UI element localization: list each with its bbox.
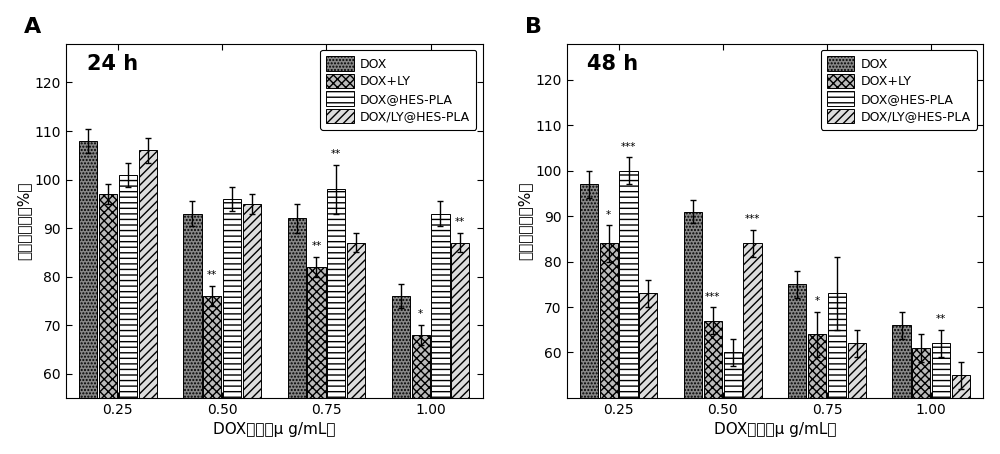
Bar [119, 175, 137, 454]
Bar [912, 348, 930, 454]
Bar [431, 213, 450, 454]
Text: 24 h: 24 h [87, 54, 138, 74]
Bar [412, 335, 430, 454]
Bar [327, 189, 345, 454]
Bar [892, 325, 911, 454]
Bar [392, 296, 410, 454]
Bar [307, 267, 326, 454]
Bar [724, 352, 742, 454]
Y-axis label: 细胞存活率（%）: 细胞存活率（%） [517, 182, 532, 260]
Y-axis label: 细胞存活率（%）: 细胞存活率（%） [17, 182, 32, 260]
Legend: DOX, DOX+LY, DOX@HES-PLA, DOX/LY@HES-PLA: DOX, DOX+LY, DOX@HES-PLA, DOX/LY@HES-PLA [320, 50, 476, 129]
Text: ***: *** [621, 142, 636, 152]
Bar [183, 213, 202, 454]
Bar [684, 212, 702, 454]
X-axis label: DOX浓度（μ g/mL）: DOX浓度（μ g/mL） [714, 422, 836, 437]
Bar [619, 171, 638, 454]
Text: *: * [418, 309, 423, 319]
Bar [139, 150, 157, 454]
Text: **: ** [331, 149, 341, 159]
Bar [600, 243, 618, 454]
Bar [288, 218, 306, 454]
Bar [451, 242, 469, 454]
Text: *: * [606, 210, 611, 220]
Text: **: ** [207, 271, 217, 281]
Text: B: B [525, 17, 542, 37]
Bar [848, 343, 866, 454]
Text: A: A [24, 17, 41, 37]
Text: **: ** [311, 242, 322, 252]
Text: *: * [815, 296, 820, 306]
Text: 48 h: 48 h [587, 54, 638, 74]
Bar [99, 194, 117, 454]
Bar [788, 284, 806, 454]
Bar [347, 242, 365, 454]
Bar [932, 343, 950, 454]
Bar [808, 334, 826, 454]
Text: ***: *** [745, 214, 760, 224]
Text: **: ** [455, 217, 465, 227]
Bar [580, 184, 598, 454]
Bar [952, 375, 970, 454]
Bar [743, 243, 762, 454]
Bar [828, 293, 846, 454]
X-axis label: DOX浓度（μ g/mL）: DOX浓度（μ g/mL） [213, 422, 335, 437]
Legend: DOX, DOX+LY, DOX@HES-PLA, DOX/LY@HES-PLA: DOX, DOX+LY, DOX@HES-PLA, DOX/LY@HES-PLA [821, 50, 977, 129]
Bar [203, 296, 221, 454]
Bar [704, 321, 722, 454]
Text: ***: *** [705, 291, 721, 301]
Bar [243, 204, 261, 454]
Text: **: ** [936, 314, 946, 324]
Bar [79, 141, 97, 454]
Bar [639, 293, 657, 454]
Bar [223, 199, 241, 454]
